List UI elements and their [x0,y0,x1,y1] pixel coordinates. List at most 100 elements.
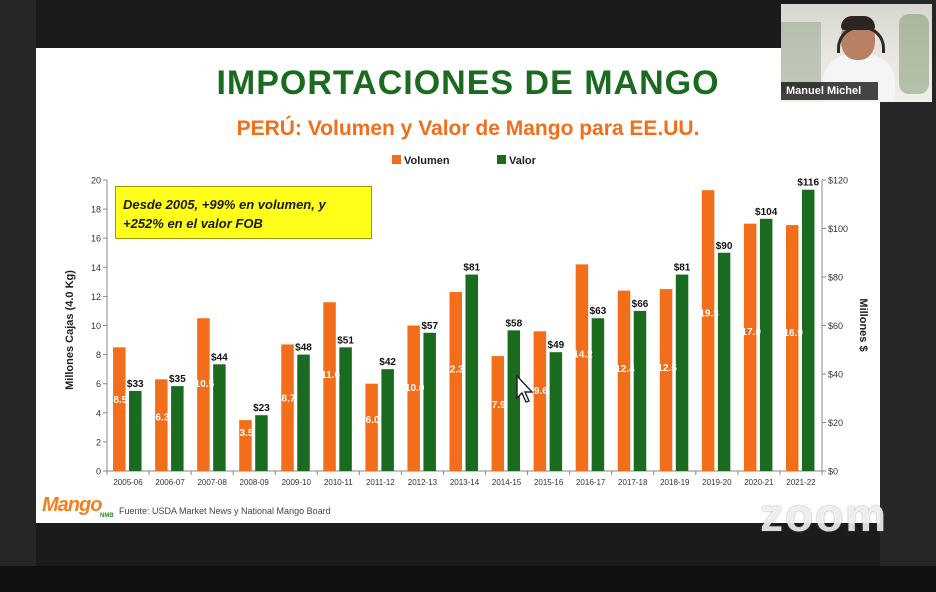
legend-label-valor: Valor [509,155,537,167]
volumen-bar [323,302,336,471]
volumen-bar [785,225,799,471]
x-tick-label: 2018-19 [660,478,690,487]
chart-bars [113,189,815,471]
volumen-data-label: 9.6 [534,386,548,397]
valor-bar [507,330,521,471]
y-tick-label: 10 [91,321,101,331]
volumen-bar [197,318,210,471]
mango-logo: Mango [42,494,102,516]
chart-legend: Volumen Valor [392,155,537,167]
callout-line-2: +252% en el valor FOB [123,216,263,231]
participant-name-tag: Manuel Michel [781,82,878,100]
volumen-data-label: 12.5 [657,363,677,374]
valor-bar [213,364,226,471]
volumen-bar [659,289,673,471]
slide-subtitle: PERÚ: Volumen y Valor de Mango para EE.U… [236,117,700,140]
x-tick-label: 2008-09 [240,478,270,487]
x-tick-label: 2019-20 [702,478,732,487]
y-tick-label: 2 [96,437,101,447]
volumen-bar [701,190,715,471]
chart-data-labels: $338.5 $35 6.3 $44 10.5 $23 3.5 $48 8.7 $51 11.6 $4… [113,178,819,439]
volumen-bar [533,331,547,471]
highlight-callout: Desde 2005, +99% en volumen, y +252% en … [115,186,372,239]
legend-swatch-valor [497,155,506,164]
valor-bar [633,310,647,471]
legend-label-volumen: Volumen [404,155,450,167]
valor-data-label: $81 [463,263,480,274]
valor-data-label: $51 [337,335,354,346]
left-letterbox [0,0,36,592]
slide-title: IMPORTACIONES DE MANGO [216,64,720,102]
volumen-bar [491,356,505,471]
valor-bar [801,189,815,471]
valor-data-label: $33 [127,379,144,390]
volumen-data-label: 3.5 [240,428,254,439]
volumen-data-label: 6.3 [155,413,169,424]
valor-bar [255,415,268,471]
volumen-data-label: 6.0 [366,415,380,426]
y2-axis-title: Millones $ [857,298,869,351]
valor-data-label: $42 [379,357,396,368]
valor-data-label: $104 [755,207,778,218]
valor-bar [339,347,352,471]
valor-bar [465,274,478,471]
volumen-bar [617,290,631,471]
x-tick-label: 2005-06 [113,478,143,487]
x-tick-label: 2013-14 [450,478,480,487]
valor-bar [423,332,436,471]
x-tick-label: 2011-12 [366,478,395,487]
valor-bar [675,274,689,471]
valor-data-label: $48 [295,343,312,354]
y-tick-label: 16 [91,234,101,244]
volumen-bar [575,264,589,471]
valor-data-label: $58 [505,318,522,329]
volumen-bar [407,325,420,471]
volumen-data-label: 10.5 [195,379,215,390]
volumen-data-label: 8.7 [282,393,296,404]
valor-data-label: $63 [590,306,607,317]
video-background-plant [899,14,929,94]
valor-data-label: $49 [548,340,565,351]
valor-bar [759,218,773,471]
y-tick-label: 4 [96,408,101,418]
volumen-data-label: 19.3 [699,309,719,320]
valor-data-label: $116 [797,178,819,189]
x-tick-label: 2014-15 [492,478,522,487]
valor-bar [717,252,731,471]
valor-data-label: $44 [211,352,228,363]
volumen-data-label: 7.9 [492,400,506,411]
x-tick-label: 2015-16 [534,478,564,487]
x-tick-label: 2021-22 [786,478,816,487]
y2-tick-label: $120 [828,176,848,186]
valor-data-label: $35 [169,374,186,385]
y-axis-title: Millones Cajas (4.0 Kg) [64,270,76,390]
headset-icon [837,26,885,53]
y-tick-label: 8 [96,350,101,360]
valor-data-label: $23 [253,403,270,414]
volumen-bar [239,420,252,471]
valor-bar [297,354,310,471]
valor-bar [381,369,394,471]
source-note: Fuente: USDA Market News y National Mang… [119,506,331,516]
volumen-data-label: 8.5 [113,395,127,406]
volumen-bar [281,344,294,471]
valor-data-label: $57 [421,321,438,332]
video-background-shelf [781,22,821,92]
y2-tick-label: $0 [828,467,838,477]
x-tick-label: 2006-07 [155,478,185,487]
chart-axes: 0 2 4 6 8 10 12 14 16 18 20 $0 $20 $40 $60 $80 $100 $120 2… [91,176,848,488]
volumen-data-label: 10.0 [405,383,425,394]
logo-subtext: NMB [100,513,114,519]
valor-data-label: $90 [716,241,733,252]
x-tick-label: 2010-11 [324,478,353,487]
legend-swatch-volumen [392,155,401,164]
valor-bar [591,318,605,471]
valor-data-label: $81 [674,263,691,274]
valor-bar [129,390,142,471]
y2-tick-label: $80 [828,273,843,283]
y2-tick-label: $20 [828,418,843,428]
zoom-watermark: zoom [760,489,889,541]
y-tick-label: 14 [91,263,101,273]
callout-line-1: Desde 2005, +99% en volumen, y [123,197,326,212]
